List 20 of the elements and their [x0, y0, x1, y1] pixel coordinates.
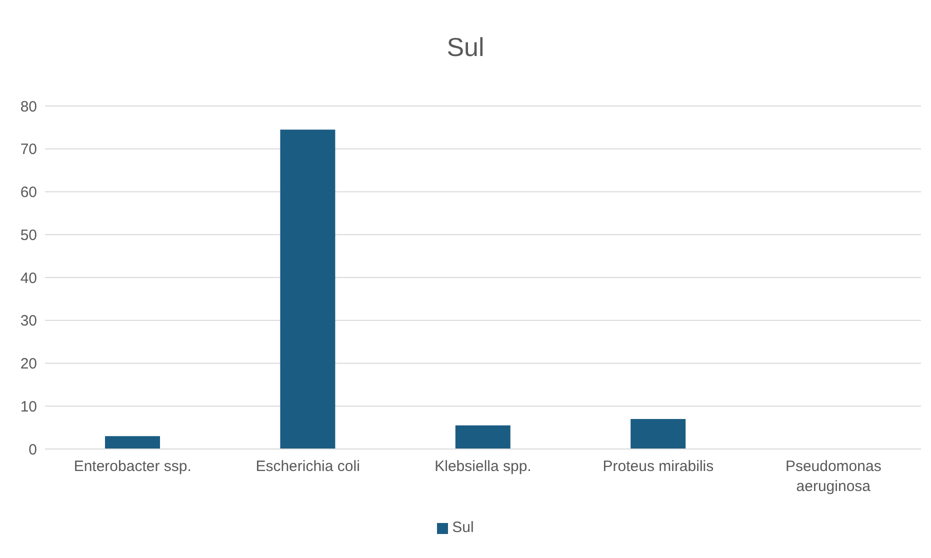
y-tick-label: 10 [20, 398, 37, 416]
y-tick-label: 0 [28, 441, 37, 458]
x-tick-label: Klebsiella spp. [434, 458, 532, 475]
y-tick-label: 30 [20, 312, 37, 330]
bar [280, 130, 336, 449]
y-tick-label: 60 [20, 184, 37, 202]
bar [630, 418, 686, 449]
y-tick-label: 50 [20, 226, 37, 244]
bar [105, 436, 160, 449]
x-tick-label: Enterobacter ssp. [74, 458, 192, 475]
x-tick-label: Proteus mirabilis [602, 458, 714, 475]
legend-label: Sul [452, 519, 474, 536]
y-tick-label: 80 [20, 98, 37, 116]
y-tick-label: 20 [20, 356, 37, 373]
y-tick-label: 70 [20, 141, 37, 158]
y-tick-label: 40 [20, 270, 37, 287]
x-tick-label: Pseudomonas aeruginosa [785, 458, 882, 495]
chart-title: Sul [446, 32, 486, 63]
bar [455, 425, 510, 449]
x-tick-label: Escherichia coli [256, 458, 360, 475]
